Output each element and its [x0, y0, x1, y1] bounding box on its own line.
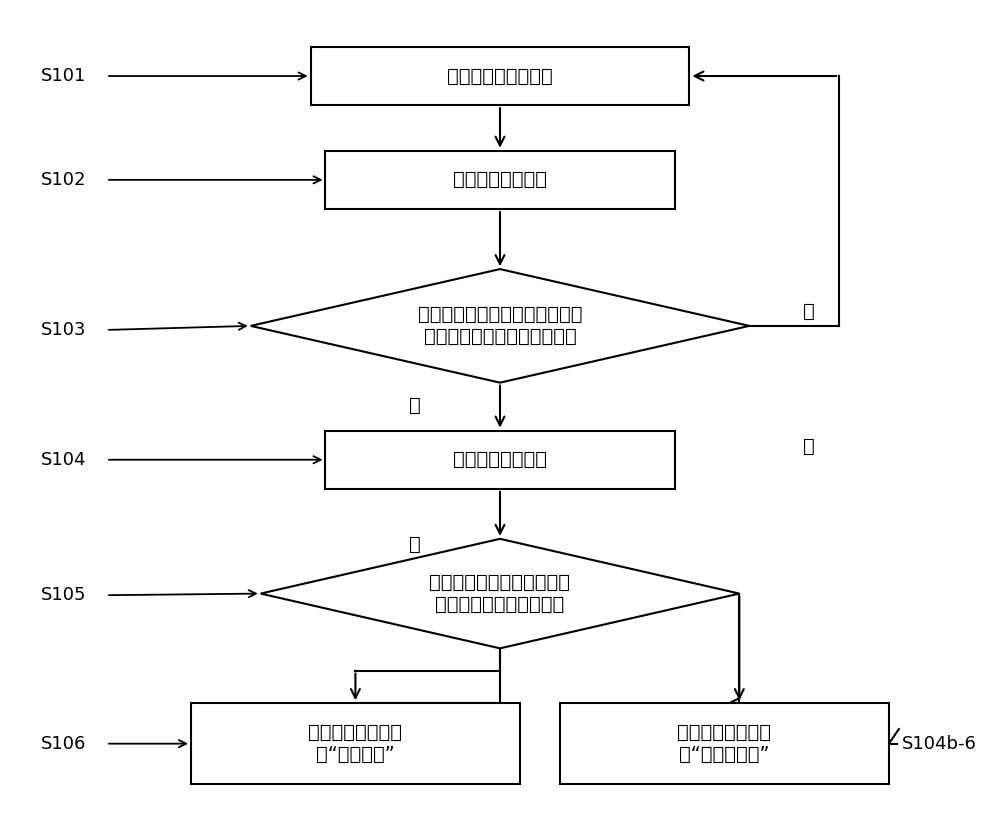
Text: 判断所述生理信息与所述沐浴水
流信息是否满足第一预设条件: 判断所述生理信息与所述沐浴水 流信息是否满足第一预设条件	[418, 305, 582, 347]
Text: 否: 否	[803, 302, 815, 321]
Text: 获取人员的生理信息: 获取人员的生理信息	[447, 67, 553, 85]
Text: 是: 是	[409, 536, 421, 554]
Text: 计时第一计时时长: 计时第一计时时长	[453, 450, 547, 469]
Text: 是: 是	[409, 396, 421, 415]
Bar	[325, 151, 675, 209]
Bar	[311, 47, 689, 105]
Bar	[325, 431, 675, 489]
Polygon shape	[251, 269, 749, 383]
Text: S102: S102	[41, 171, 87, 189]
Bar	[560, 703, 889, 784]
Text: S104: S104	[41, 451, 87, 469]
Text: S101: S101	[41, 67, 87, 85]
Text: S103: S103	[41, 321, 87, 339]
Bar	[191, 703, 520, 784]
Polygon shape	[261, 539, 739, 648]
Text: 判定沐浴质量结果
为“完成沐浴”: 判定沐浴质量结果 为“完成沐浴”	[308, 723, 402, 764]
Text: S105: S105	[41, 586, 87, 604]
Text: 否: 否	[803, 436, 815, 456]
Text: 获取沐浴水流信息: 获取沐浴水流信息	[453, 170, 547, 190]
Text: S104b-6: S104b-6	[902, 735, 977, 753]
Text: 判断所述第一计时时长是否
大于或等于第一预设周期: 判断所述第一计时时长是否 大于或等于第一预设周期	[430, 573, 570, 614]
Text: S106: S106	[41, 735, 87, 753]
Text: 判定沐浴质量结果
为“沐浴未达标”: 判定沐浴质量结果 为“沐浴未达标”	[677, 723, 771, 764]
